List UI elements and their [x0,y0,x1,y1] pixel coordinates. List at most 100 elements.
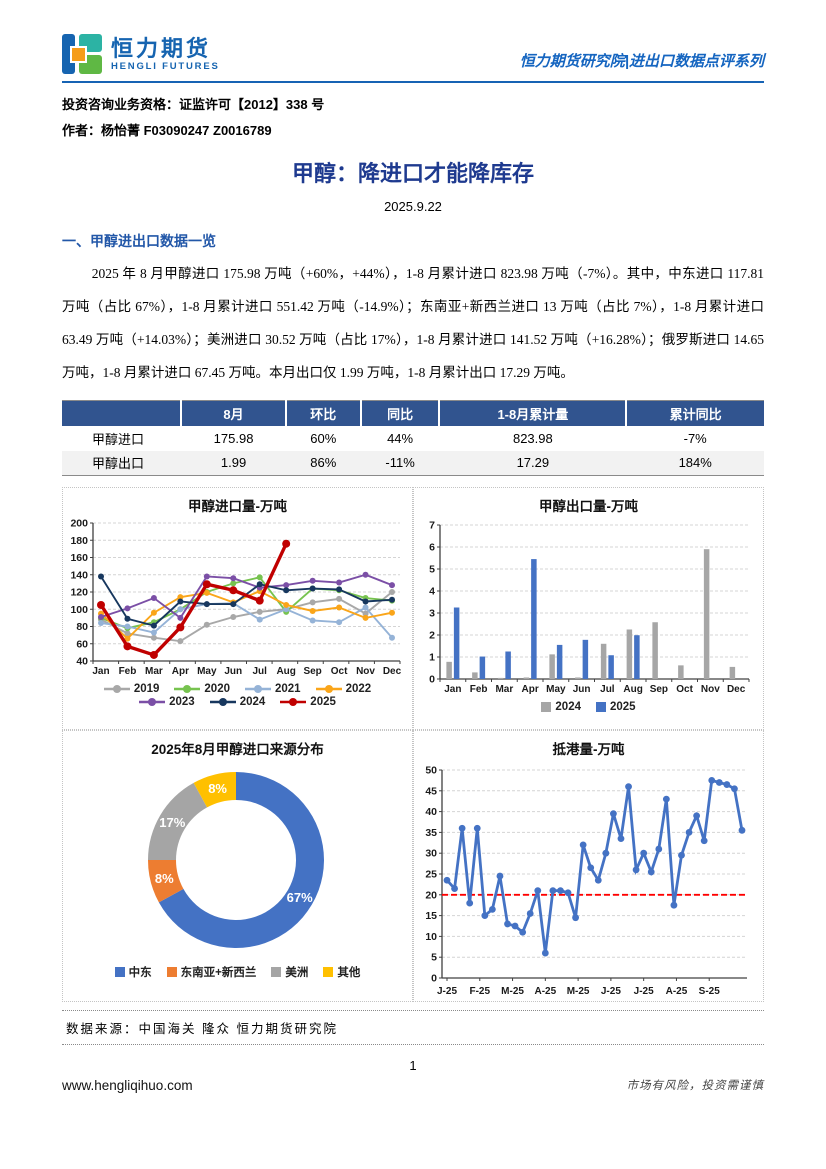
donut-slice-东南亚+新西兰 [148,860,184,903]
bar-2025-Apr [531,559,537,679]
text-shape: Dec [727,684,746,695]
circle-shape [723,781,731,788]
text-shape: 40 [425,806,437,818]
text-shape: J-25 [601,986,621,997]
text-shape: A-25 [534,986,556,997]
report-series-title: 恒力期货研究院|进出口数据点评系列 [519,53,764,70]
series-point-2025 [176,623,185,632]
series-point-2024 [177,598,184,605]
risk-disclaimer: 市场有风险，投资需谨慎 [626,1080,764,1092]
text-shape: J-25 [437,986,457,997]
hengli-logo: 恒力期货 HENGLI FUTURES [62,34,220,74]
summary-paragraph: 2025 年 8 月甲醇进口 175.98 万吨（+60%，+44%），1-8 … [62,266,764,380]
series-point-2022 [124,635,131,642]
text-shape: 15 [425,910,437,922]
text-shape: S-25 [699,986,721,997]
series-point-2022 [362,614,369,621]
series-point-2025 [255,596,264,605]
legend-square-marker [271,967,282,977]
text-shape: 160 [70,552,88,564]
report-date: 2025.9.22 [384,199,442,214]
series-point-2022 [203,589,210,596]
website-link[interactable]: www.hengliqihuo.com [62,1077,193,1093]
series-line-2023 [100,573,393,620]
text-shape: Aug [623,684,642,695]
qualification-line: 投资咨询业务资格：证监许可【2012】338 号 [62,97,325,112]
legend-label: 东南亚+新西兰 [180,967,257,979]
chart-title: 甲醇出口量-万吨 [539,499,638,514]
table-cell: 60% [310,430,337,446]
circle-shape [534,887,542,895]
text-shape: Oct [331,666,348,677]
text-shape: Aug [276,666,295,677]
series-point-2021 [124,623,131,630]
text-shape: 20 [425,889,437,901]
circle-shape [640,849,648,857]
legend-label: 中东 [128,967,152,979]
series-point-2024 [256,581,263,588]
author-line: 作者：杨怡菁 F03090247 Z0016789 [62,123,272,138]
series-point-2024 [203,601,210,608]
footer-bottom-row: www.hengliqihuo.com 市场有风险，投资需谨慎 [62,1077,764,1093]
series-line-2021 [100,602,393,639]
series-point-2024 [389,596,395,603]
circle-shape [715,779,723,786]
text-shape: 40 [76,656,88,668]
text-shape: 5 [429,564,435,576]
legend-label: 2020 [204,683,230,695]
series-point-2019 [309,599,316,606]
table-cell: -11% [385,455,415,471]
text-shape: Nov [356,666,375,677]
series-point-2021 [389,634,395,641]
circle-shape [148,698,157,706]
bar-2024-Oct [678,665,684,679]
import-source-donut-chart: 67% 8% 17% 8% [148,772,324,948]
legend-item-2024: 2024 [209,696,265,708]
circle-shape [594,876,602,884]
table-cell: 184% [678,455,712,471]
bar-2024-Jul [600,643,607,679]
table-row: 甲醇出口 1.99 86% -11% 17.29 184% [62,450,764,476]
chart-arrivals: 抵港量-万吨 0 5 10 15 20 25 30 35 40 45 50 J-25 F-25 M-25 A… [413,730,764,1002]
meta-block: 投资咨询业务资格：证监许可【2012】338 号 作者：杨怡菁 F0309024… [62,92,764,144]
text-shape: Mar [495,684,513,695]
table-cell: 86% [310,455,337,471]
text-shape: J-25 [634,986,654,997]
series-point-2023 [150,595,157,602]
text-shape: Dec [383,666,402,677]
text-shape: 17% [159,815,185,830]
circle-shape [443,876,451,884]
legend-item-美洲: 美洲 [271,964,308,980]
hengli-logo-icon [62,34,102,74]
circle-shape [496,872,504,880]
bar-2024-Nov [703,549,710,679]
series-point-2025 [229,586,238,595]
legend-label: 2022 [345,683,372,695]
donut-chart-legend: 中东 东南亚+新西兰 美洲 其他 [65,964,410,980]
series-point-2019 [150,634,157,641]
series-point-2020 [256,574,263,581]
legend-line-marker [280,698,307,706]
circle-shape [504,920,511,928]
series-point-2024 [309,585,316,592]
series-point-2024 [362,598,369,605]
series-point-2023 [203,573,210,580]
series-point-2021 [362,604,369,611]
series-point-2023 [309,577,316,584]
circle-shape [610,810,617,818]
text-shape: 67% [287,890,313,905]
text-shape: Jul [253,666,268,677]
series-point-2022 [177,594,184,601]
bar-2024-Sep [652,622,658,679]
table-cell: 823.98 [512,430,553,446]
circle-shape [254,685,262,693]
series-point-2023 [336,579,343,586]
circle-shape [112,685,121,693]
circle-shape [218,698,227,706]
legend-item-2024: 2024 [541,701,581,713]
series-point-2024 [124,615,131,622]
circle-shape [579,841,587,849]
text-shape: Sep [650,684,668,695]
table-header-cell: 8月 [180,400,286,426]
legend-item-2025: 2025 [280,696,336,708]
